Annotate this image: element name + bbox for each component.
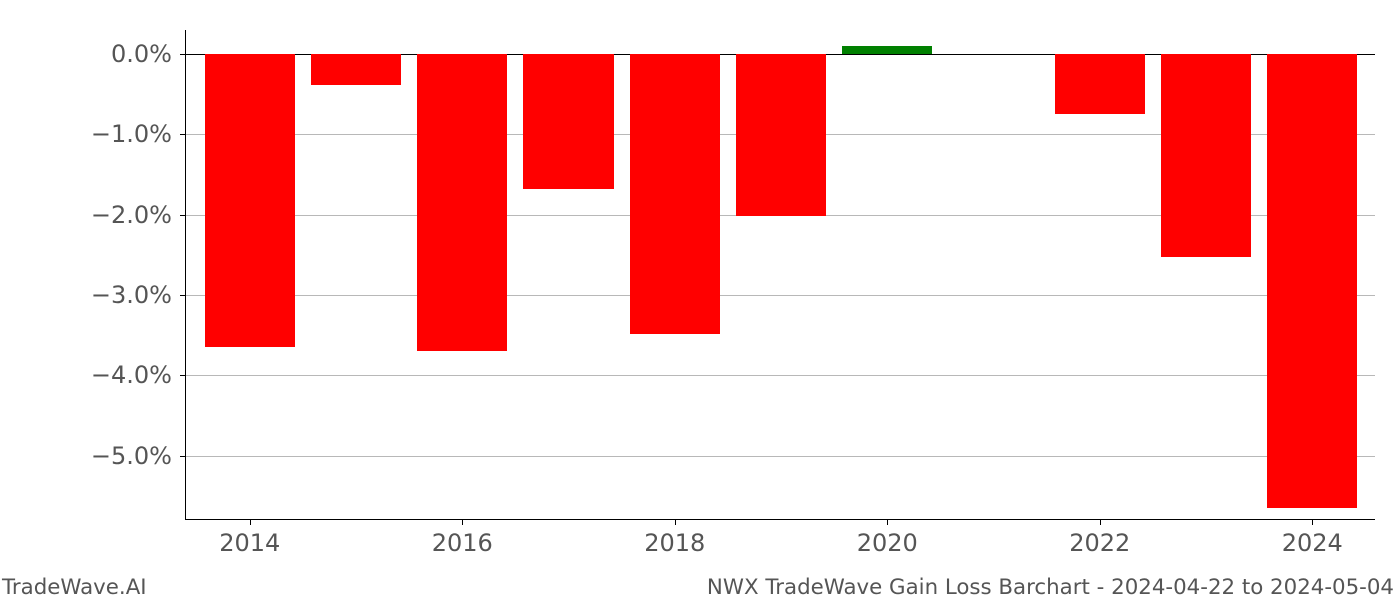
xtick-label: 2024 (1282, 529, 1343, 557)
bar (205, 54, 295, 347)
xtick-mark (462, 519, 463, 525)
chart-canvas: 0.0% −1.0% −2.0% −3.0% −4.0% −5.0% 2014 2016 201… (0, 0, 1400, 600)
ytick-mark (180, 456, 186, 457)
footer-brand: TradeWave.AI (2, 575, 147, 600)
bar (1161, 54, 1251, 257)
ytick-label: −1.0% (91, 120, 172, 148)
bar (1267, 54, 1357, 508)
bar (1055, 54, 1145, 113)
xtick-mark (887, 519, 888, 525)
xtick-mark (1312, 519, 1313, 525)
bar (842, 46, 932, 54)
ytick-label: −4.0% (91, 361, 172, 389)
xtick-mark (250, 519, 251, 525)
bar (736, 54, 826, 216)
xtick-label: 2022 (1069, 529, 1130, 557)
ytick-label: 0.0% (111, 40, 172, 68)
footer-caption: NWX TradeWave Gain Loss Barchart - 2024-… (707, 575, 1394, 600)
ytick-label: −2.0% (91, 201, 172, 229)
xtick-label: 2020 (857, 529, 918, 557)
bar (417, 54, 507, 351)
gridline (186, 295, 1375, 296)
plot-area: 0.0%−1.0%−2.0%−3.0%−4.0%−5.0%20142016201… (185, 30, 1375, 520)
ytick-mark (180, 134, 186, 135)
ytick-label: −3.0% (91, 281, 172, 309)
xtick-mark (1100, 519, 1101, 525)
gridline (186, 375, 1375, 376)
xtick-label: 2014 (219, 529, 280, 557)
ytick-mark (180, 215, 186, 216)
bar (311, 54, 401, 85)
gridline (186, 456, 1375, 457)
ytick-mark (180, 295, 186, 296)
xtick-label: 2018 (644, 529, 705, 557)
xtick-mark (675, 519, 676, 525)
bar (630, 54, 720, 334)
xtick-label: 2016 (432, 529, 493, 557)
ytick-mark (180, 375, 186, 376)
ytick-label: −5.0% (91, 442, 172, 470)
bar (523, 54, 613, 189)
